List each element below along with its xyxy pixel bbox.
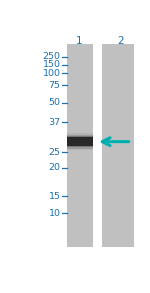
Bar [67, 134, 93, 149]
Bar [102, 44, 134, 247]
Bar [67, 133, 93, 150]
Bar [67, 137, 93, 147]
Text: 100: 100 [43, 69, 61, 78]
Text: 20: 20 [49, 163, 61, 172]
Text: 15: 15 [49, 192, 61, 201]
Text: 150: 150 [43, 60, 61, 69]
Text: 2: 2 [118, 36, 124, 47]
Text: 50: 50 [49, 98, 61, 107]
Text: 75: 75 [49, 81, 61, 90]
Bar [67, 44, 93, 247]
Bar [67, 137, 93, 146]
Text: 1: 1 [76, 36, 83, 47]
Text: 250: 250 [43, 52, 61, 61]
Text: 37: 37 [48, 118, 61, 127]
Text: 10: 10 [49, 209, 61, 218]
Text: 25: 25 [49, 148, 61, 156]
